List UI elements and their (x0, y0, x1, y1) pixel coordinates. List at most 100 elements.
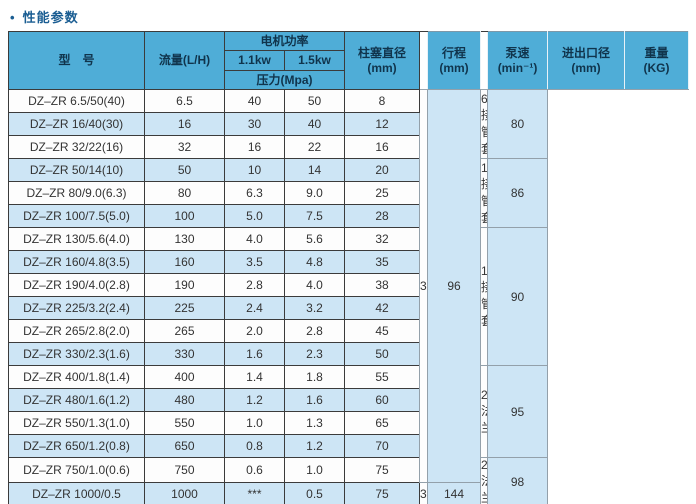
model-cell: DZ–ZR 32/22(16) (8, 135, 145, 159)
page-title: • 性能参数 (0, 0, 696, 31)
power-11-cell: 1.6 (224, 342, 285, 366)
flow-cell: 265 (144, 319, 225, 343)
table-row: DZ–ZR 750/1.0(0.6) 750 0.6 1.0 75 25法兰 9… (8, 457, 689, 504)
power-15-cell: 3.2 (283, 296, 346, 320)
model-cell: DZ–ZR 750/1.0(0.6) (8, 457, 145, 483)
model-cell: DZ–ZR 550/1.3(1.0) (8, 411, 145, 435)
plunger-cell: 75 (344, 481, 421, 504)
weight-cell: 98 (487, 457, 549, 504)
header-weight: 重量 (KG) (624, 31, 690, 90)
table-row: DZ–ZR 225/3.2(2.4) 225 2.4 3.2 42 (8, 296, 689, 320)
power-11-cell: 1.2 (224, 388, 285, 412)
power-15-cell: 7.5 (283, 204, 346, 228)
port-cell: 6 接管套 (480, 89, 489, 159)
model-cell: DZ–ZR 265/2.8(2.0) (8, 319, 145, 343)
power-11-cell: 2.0 (224, 319, 285, 343)
plunger-cell: 28 (344, 204, 421, 228)
power-15-cell: 2.8 (283, 319, 346, 343)
flow-cell: 6.5 (144, 89, 225, 113)
table-row: DZ–ZR 6.5/50(40) 6.5 40 50 8 30 96 6 接管套… (8, 89, 689, 483)
weight-cell: 95 (487, 365, 549, 458)
weight-cell: 86 (487, 158, 549, 228)
power-15-cell: 4.8 (283, 250, 346, 274)
model-cell: DZ–ZR 16/40(30) (8, 112, 145, 136)
plunger-cell: 42 (344, 296, 421, 320)
header-motor-power: 电机功率 (223, 31, 346, 51)
flow-cell: 550 (144, 411, 225, 435)
plunger-cell: 35 (344, 250, 421, 274)
header-port-diameter: 进出口径 (mm) (547, 31, 626, 90)
plunger-cell: 75 (344, 457, 421, 483)
plunger-cell: 60 (344, 388, 421, 412)
header-power-1-5kw: 1.5kw (283, 50, 346, 71)
flow-cell: 160 (144, 250, 225, 274)
flow-cell: 1000 (144, 481, 225, 504)
power-11-cell: 10 (224, 158, 285, 182)
flow-cell: 130 (144, 227, 225, 251)
power-11-cell: 1.4 (224, 365, 285, 389)
plunger-cell: 65 (344, 411, 421, 435)
model-cell: DZ–ZR 130/5.6(4.0) (8, 227, 145, 251)
table-row: DZ–ZR 480/1.6(1.2) 480 1.2 1.6 60 (8, 388, 689, 412)
header-power-1-1kw: 1.1kw (224, 50, 285, 71)
page-title-text: 性能参数 (22, 10, 79, 25)
power-15-cell: 1.2 (283, 434, 346, 458)
column-gap-left (419, 31, 428, 90)
plunger-cell: 50 (344, 342, 421, 366)
header-model: 型 号 (8, 31, 145, 90)
header-plunger-diameter: 柱塞直径 (mm) (344, 31, 421, 90)
power-11-cell: 4.0 (224, 227, 285, 251)
table-row: DZ–ZR 650/1.2(0.8) 650 0.8 1.2 70 (8, 434, 689, 458)
model-cell: DZ–ZR 6.5/50(40) (8, 89, 145, 113)
flow-cell: 225 (144, 296, 225, 320)
table-row: DZ–ZR 330/2.3(1.6) 330 1.6 2.3 50 (8, 342, 689, 366)
header-pump-speed: 泵速 (min⁻¹) (487, 31, 549, 90)
plunger-cell: 70 (344, 434, 421, 458)
stroke-cell: 30 (419, 89, 429, 483)
table-row: DZ–ZR 160/4.8(3.5) 160 3.5 4.8 35 (8, 250, 689, 274)
power-11-cell: 30 (224, 112, 285, 136)
header-flow: 流量(L/H) (144, 31, 225, 90)
table-row: DZ–ZR 130/5.6(4.0) 130 4.0 5.6 32 15 接管套… (8, 227, 689, 366)
flow-cell: 100 (144, 204, 225, 228)
power-15-cell: 4.0 (283, 273, 346, 297)
power-11-cell: 2.8 (224, 273, 285, 297)
power-11-cell: 3.5 (224, 250, 285, 274)
power-15-cell: 40 (283, 112, 346, 136)
model-cell: DZ–ZR 480/1.6(1.2) (8, 388, 145, 412)
power-15-cell: 1.6 (283, 388, 346, 412)
flow-cell: 400 (144, 365, 225, 389)
weight-cell: 90 (487, 227, 549, 366)
table-row: DZ–ZR 400/1.8(1.4) 400 1.4 1.8 55 20 法兰 … (8, 365, 689, 458)
table-row: DZ–ZR 16/40(30) 16 30 40 12 (8, 112, 689, 136)
model-cell: DZ–ZR 50/14(10) (8, 158, 145, 182)
header-stroke: 行程 (mm) (427, 31, 482, 90)
port-cell: 20 法兰 (480, 365, 489, 458)
plunger-cell: 8 (344, 89, 421, 113)
flow-cell: 750 (144, 457, 225, 483)
power-11-cell: 0.8 (224, 434, 285, 458)
power-11-cell: 6.3 (224, 181, 285, 205)
model-cell: DZ–ZR 100/7.5(5.0) (8, 204, 145, 228)
table-row: DZ–ZR 50/14(10) 50 10 14 20 10 接管套 86 (8, 158, 689, 228)
power-15-cell: 1.8 (283, 365, 346, 389)
power-15-cell: 50 (283, 89, 346, 113)
model-cell: DZ–ZR 160/4.8(3.5) (8, 250, 145, 274)
model-cell: DZ–ZR 330/2.3(1.6) (8, 342, 145, 366)
speed-cell-last: 144 (427, 481, 482, 504)
header-pressure: 压力(Mpa) (223, 70, 346, 90)
port-cell: 15 接管套 (480, 227, 489, 366)
stroke-cell-last: 30 (419, 481, 429, 504)
power-15-cell: 0.5 (283, 481, 346, 504)
table-row: DZ–ZR 265/2.8(2.0) 265 2.0 2.8 45 (8, 319, 689, 343)
power-15-cell: 2.3 (283, 342, 346, 366)
model-cell: DZ–ZR 1000/0.5 (8, 481, 145, 504)
power-15-cell: 1.3 (283, 411, 346, 435)
power-11-cell: 0.6 (224, 457, 285, 483)
flow-cell: 80 (144, 181, 225, 205)
flow-cell: 650 (144, 434, 225, 458)
power-11-cell: 5.0 (224, 204, 285, 228)
power-15-cell: 5.6 (283, 227, 346, 251)
power-11-cell: 16 (224, 135, 285, 159)
power-15-cell: 22 (283, 135, 346, 159)
